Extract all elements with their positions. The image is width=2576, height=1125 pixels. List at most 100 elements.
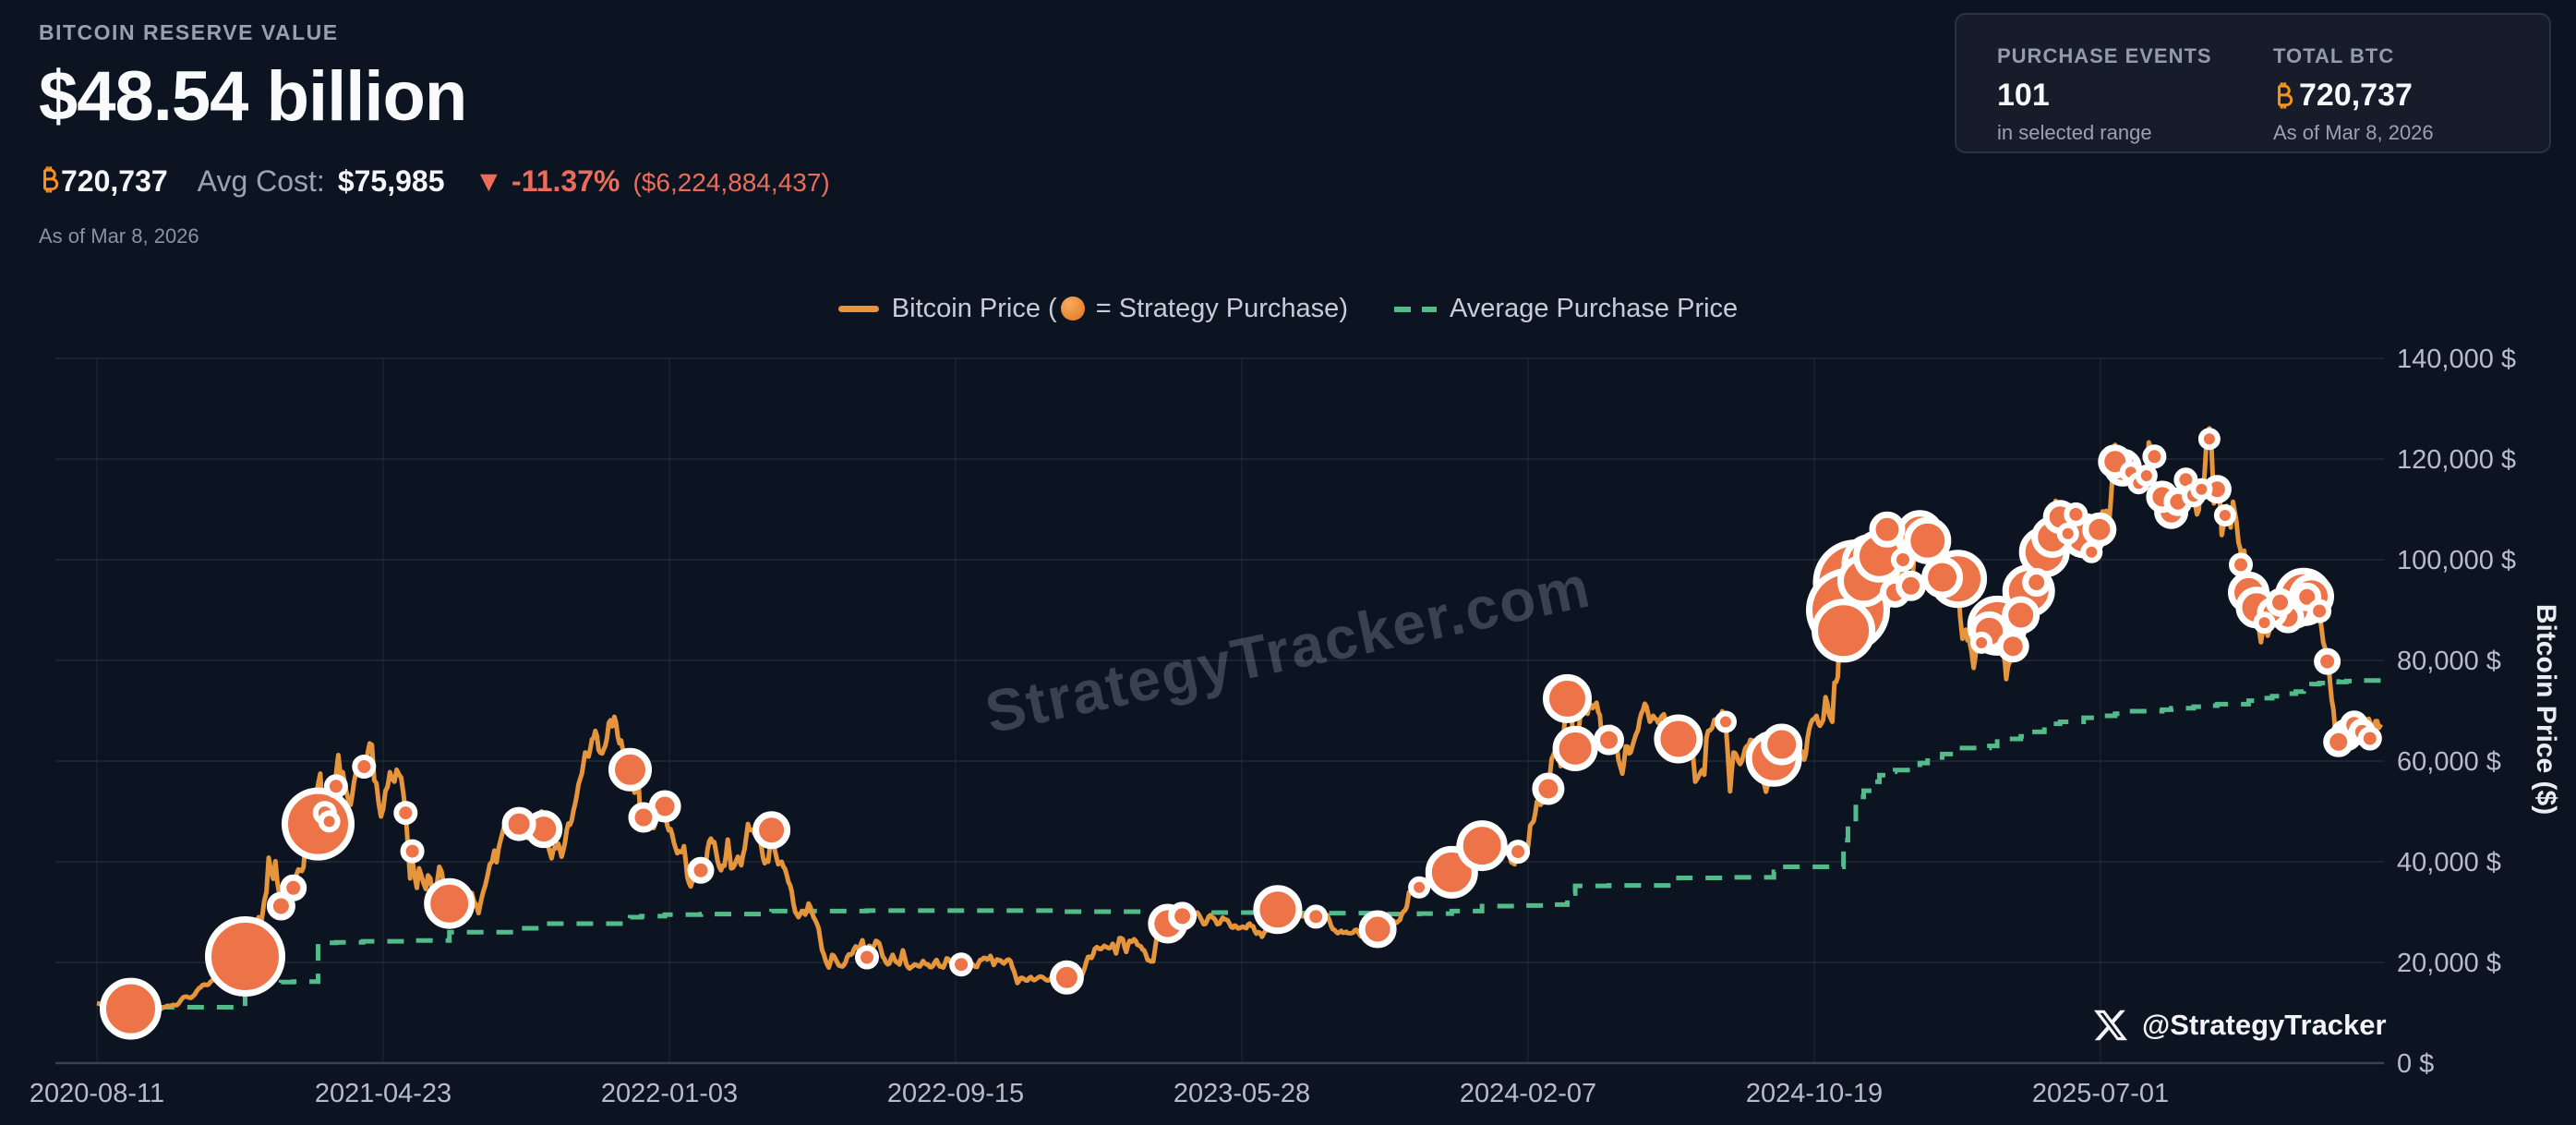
purchase-bubble[interactable] (1456, 820, 1508, 872)
legend-item-bitcoin-price[interactable]: Bitcoin Price ( = Strategy Purchase) (892, 294, 1348, 324)
social-handle: @StrategyTracker (2142, 1009, 2387, 1041)
purchase-bubble[interactable] (2190, 478, 2213, 501)
purchase-bubble[interactable] (393, 801, 418, 826)
purchase-bubble[interactable] (1715, 710, 1737, 733)
legend-bitcoin-price-text-pre: Bitcoin Price ( (891, 294, 1057, 323)
reserve-value-amount: $48.54 billion (39, 57, 467, 136)
purchase-bubble[interactable] (2213, 504, 2236, 526)
purchase-bubble[interactable] (1996, 630, 2029, 663)
x-twitter-icon (2094, 1010, 2127, 1041)
social-attribution[interactable]: @StrategyTracker (2094, 1009, 2387, 1042)
purchase-bubble[interactable] (949, 952, 974, 977)
purchase-events-value: 101 (1997, 78, 2050, 113)
purchase-bubble[interactable] (2266, 587, 2294, 617)
purchase-bubble[interactable] (1049, 960, 1084, 995)
purchase-bubble[interactable] (1552, 725, 1598, 771)
purchase-bubble[interactable] (100, 977, 162, 1040)
as-of-date: As of Mar 8, 2026 (39, 224, 199, 248)
y-axis-tick-label: 20,000 $ (2397, 949, 2501, 978)
purchase-bubble[interactable] (1970, 631, 1993, 654)
purchase-bubble[interactable] (1358, 910, 1397, 949)
purchase-bubble[interactable] (282, 787, 355, 861)
purchase-bubble[interactable] (1812, 599, 1876, 663)
summary-panel: PURCHASE EVENTS 101 in selected range TO… (1955, 13, 2551, 153)
purchase-bubble[interactable] (2314, 647, 2341, 675)
purchase-bubble[interactable] (1253, 885, 1303, 935)
purchase-bubble[interactable] (318, 810, 341, 833)
y-axis-tick-label: 40,000 $ (2397, 848, 2501, 877)
total-btc-value: 720,737 (2299, 78, 2413, 113)
purchase-bubble[interactable] (1654, 714, 1703, 764)
x-axis-tick-label: 2023-05-28 (1174, 1079, 1310, 1108)
purchase-bubble[interactable] (2197, 428, 2221, 451)
purchase-bubble[interactable] (2064, 502, 2088, 526)
purchase-bubble[interactable] (608, 747, 652, 792)
x-axis-tick-label: 2024-02-07 (1460, 1079, 1596, 1108)
purchase-bubble[interactable] (205, 916, 285, 997)
purchase-bubble[interactable] (2082, 512, 2117, 547)
legend-item-average-price[interactable]: Average Purchase Price (1449, 294, 1739, 323)
x-axis-tick-label: 2021-04-23 (315, 1079, 451, 1108)
purchase-bubble[interactable] (1543, 673, 1592, 723)
purchase-bubble[interactable] (400, 839, 425, 864)
purchase-bubble[interactable] (1408, 876, 1431, 899)
purchase-bubble[interactable] (1896, 570, 1926, 601)
purchase-bubble[interactable] (1532, 772, 1565, 805)
reserve-value-label: BITCOIN RESERVE VALUE (39, 20, 339, 44)
purchase-bubble[interactable] (2022, 568, 2052, 597)
purchase-bubble[interactable] (2307, 599, 2332, 623)
x-axis-tick-label: 2025-07-01 (2032, 1079, 2169, 1108)
total-btc-value-row: 720,737 (2273, 78, 2549, 114)
stats-row: 720,737 Avg Cost: $75,985 ▼ -11.37% ($6,… (39, 164, 830, 199)
y-axis-tick-label: 0 $ (2397, 1049, 2434, 1079)
purchase-bubble[interactable] (501, 806, 536, 841)
purchase-bubble[interactable] (1168, 901, 1198, 931)
purchase-bubble[interactable] (323, 774, 348, 799)
purchase-bubble[interactable] (2002, 596, 2040, 635)
legend-bitcoin-price-text-post: = Strategy Purchase) (1095, 294, 1348, 323)
purchase-bubble[interactable] (280, 874, 307, 901)
purchase-bubble[interactable] (1904, 516, 1952, 564)
purchase-bubble[interactable] (2142, 444, 2167, 469)
btc-holdings: 720,737 (39, 164, 168, 199)
purchase-events-label: PURCHASE EVENTS (1997, 44, 2212, 67)
purchase-bubble[interactable] (424, 877, 475, 929)
avg-cost-value: $75,985 (337, 164, 445, 198)
purchase-bubble[interactable] (1594, 724, 1624, 756)
x-axis-tick-label: 2024-10-19 (1746, 1079, 1883, 1108)
total-btc-block: TOTAL BTC 720,737 As of Mar 8, 2026 (2273, 44, 2549, 151)
purchase-bubble[interactable] (1869, 511, 1906, 548)
purchase-bubble[interactable] (2323, 726, 2354, 757)
purchase-bubble[interactable] (1921, 556, 1964, 599)
purchase-bubble[interactable] (1304, 904, 1329, 929)
y-axis-tick-label: 140,000 $ (2397, 345, 2516, 374)
purchase-bubble[interactable] (2253, 611, 2276, 635)
purchase-bubble[interactable] (266, 891, 295, 921)
x-axis-tick-label: 2022-01-03 (601, 1079, 738, 1108)
purchase-bubble[interactable] (2135, 465, 2158, 487)
purchase-bubble[interactable] (352, 755, 377, 779)
purchase-bubble[interactable] (2229, 552, 2253, 577)
purchase-bubble[interactable] (2357, 726, 2382, 751)
chart-legend: Bitcoin Price ( = Strategy Purchase) Ave… (0, 294, 2576, 324)
total-btc-label: TOTAL BTC (2273, 44, 2395, 67)
y-axis-tick-label: 60,000 $ (2397, 747, 2501, 777)
purchase-bubble[interactable] (2056, 522, 2079, 545)
purchase-bubble[interactable] (687, 856, 715, 884)
purchase-bubble[interactable] (628, 802, 659, 833)
strategy-purchase-bubble-icon (1060, 296, 1085, 321)
purchase-bubble[interactable] (855, 945, 879, 970)
y-axis-tick-label: 120,000 $ (2397, 445, 2516, 475)
average-purchase-price-line (101, 678, 2384, 1010)
purchase-bubble[interactable] (1506, 840, 1531, 865)
average-price-line-swatch (1393, 306, 1437, 312)
purchase-bubble[interactable] (2080, 540, 2103, 563)
purchase-bubble[interactable] (752, 811, 791, 850)
purchase-bubble[interactable] (1761, 723, 1803, 766)
change-indicator: ▼ -11.37% (474, 164, 620, 199)
header: BITCOIN RESERVE VALUE $48.54 billion 720… (39, 20, 830, 248)
purchase-bubble[interactable] (1891, 548, 1915, 572)
avg-cost-label: Avg Cost: (197, 164, 325, 198)
